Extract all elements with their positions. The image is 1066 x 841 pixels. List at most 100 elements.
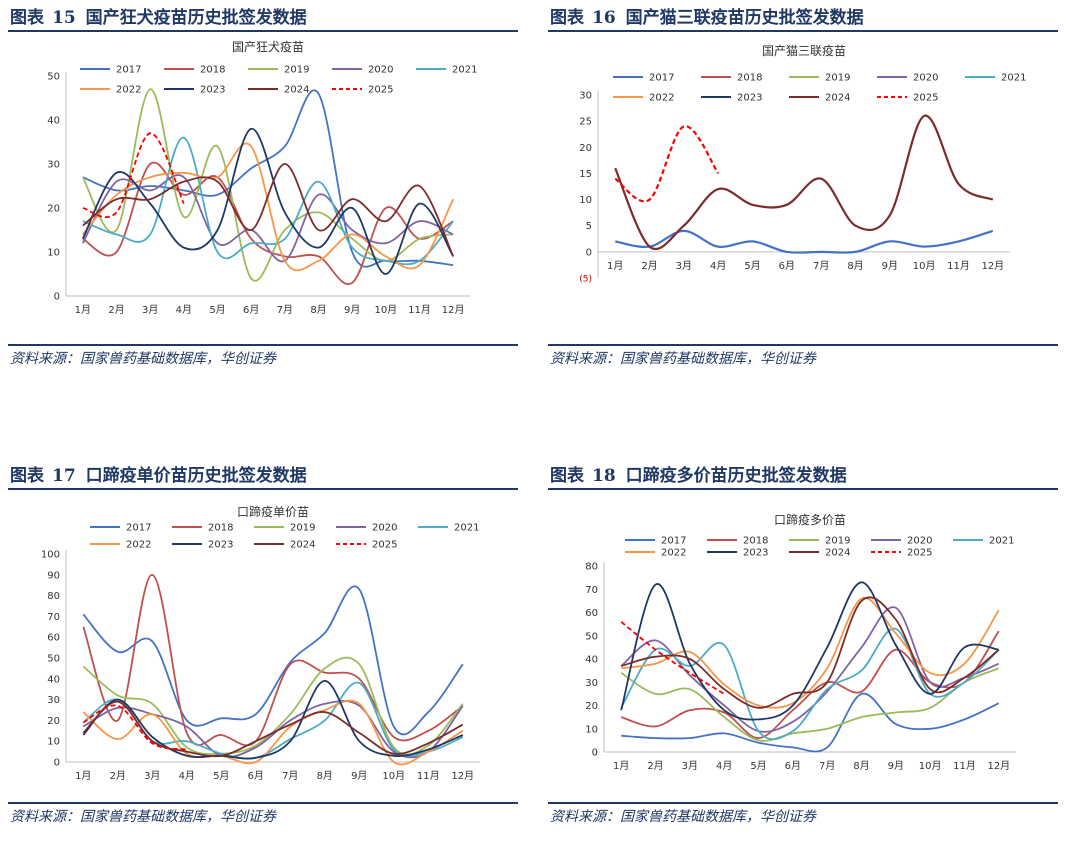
series-line-2017	[82, 585, 464, 736]
x-tick-label: 12月	[442, 304, 465, 316]
y-tick-label: 20	[585, 701, 598, 712]
legend-item-2024: 2024	[248, 85, 309, 96]
x-tick-label: 3月	[682, 760, 698, 772]
y-tick-label: 20	[47, 204, 60, 215]
series-line-2024	[82, 700, 464, 758]
y-tick-label: 30	[47, 160, 60, 171]
legend-label: 2023	[743, 548, 768, 559]
x-tick-label: 5月	[213, 770, 229, 782]
series-line-2023	[81, 127, 454, 275]
y-tick-label: 40	[47, 116, 60, 127]
x-tick-label: 11月	[947, 260, 970, 272]
legend-item-2025: 2025	[877, 93, 938, 104]
series-line-2024	[82, 163, 455, 257]
chart-title: 口蹄疫多价苗	[774, 512, 846, 527]
legend-item-2019: 2019	[789, 73, 850, 84]
legend-item-2020: 2020	[877, 73, 938, 84]
x-tick-label: 5月	[209, 304, 225, 316]
legend-item-2018: 2018	[701, 73, 762, 84]
legend-item-2025: 2025	[336, 540, 397, 551]
legend-item-2018: 2018	[164, 65, 225, 76]
x-tick-label: 4月	[176, 304, 192, 316]
legend-label: 2018	[743, 536, 768, 547]
x-tick-label: 11月	[953, 760, 976, 772]
legend-item-2024: 2024	[254, 540, 315, 551]
y-tick-label: 40	[585, 655, 598, 666]
series-line-2018	[620, 630, 1000, 740]
figure-heading: 图表 16 国产猫三联疫苗历史批签发数据	[548, 6, 1058, 32]
x-tick-label: 8月	[847, 260, 863, 272]
figure-17-panel: 图表 17 口蹄疫单价苗历史批签发数据 口蹄疫单价苗 0 10 20 30 40 50 60 70 8…	[8, 464, 518, 830]
x-tick-label: 7月	[277, 304, 293, 316]
y-tick-label: 10	[47, 248, 60, 259]
legend-item-2019: 2019	[248, 65, 309, 76]
figure-title: 口蹄疫多价苗历史批签发数据	[625, 466, 847, 486]
figure-heading: 图表 17 口蹄疫单价苗历史批签发数据	[8, 464, 518, 490]
figure-heading: 图表 15 国产狂犬疫苗历史批签发数据	[8, 6, 518, 32]
legend-label: 2023	[200, 85, 225, 96]
y-tick-label: 50	[47, 654, 60, 665]
x-tick-label: 1月	[607, 260, 623, 272]
legend-label: 2021	[989, 536, 1014, 547]
series-line-2021	[82, 136, 454, 266]
legend-label: 2021	[454, 523, 479, 534]
legend-item-2018: 2018	[707, 536, 768, 547]
figure-number: 15	[52, 8, 76, 28]
figure-18-panel: 图表 18 口蹄疫多价苗历史批签发数据 口蹄疫多价苗 0 10 20 30 40 50 60 70 8…	[548, 464, 1058, 830]
x-tick-label: 9月	[882, 260, 898, 272]
x-tick-label: 9月	[344, 304, 360, 316]
figure-source: 资料来源：国家兽药基础数据库，华创证券	[8, 802, 518, 830]
y-tick-label: 0	[592, 748, 598, 759]
legend-label: 2017	[649, 73, 674, 84]
y-tick-label: 10	[47, 737, 60, 748]
y-tick-label: 80	[585, 562, 598, 573]
legend-label: 2019	[825, 536, 850, 547]
series-line-2023	[82, 679, 464, 760]
legend-label: 2025	[372, 540, 397, 551]
series-line-2025	[620, 621, 725, 695]
x-tick-label: 8月	[853, 760, 869, 772]
x-tick-label: 10月	[374, 304, 397, 316]
y-tick-label: 30	[47, 695, 60, 706]
y-tick-label: 40	[47, 674, 60, 685]
x-tick-label: 1月	[613, 760, 629, 772]
series-line-2024	[614, 114, 994, 250]
legend-item-2017: 2017	[625, 536, 686, 547]
x-tick-label: 9月	[351, 770, 367, 782]
series-line-2019	[620, 667, 1000, 742]
y-tick-label: 70	[47, 612, 60, 623]
legend-label: 2024	[825, 548, 850, 559]
x-tick-label: 4月	[710, 260, 726, 272]
x-tick-label: 10月	[913, 260, 936, 272]
legend-item-2025: 2025	[871, 548, 932, 559]
y-tick-label: 80	[47, 591, 60, 602]
legend-item-2023: 2023	[701, 93, 762, 104]
y-tick-label: 50	[585, 631, 598, 642]
legend-label: 2018	[737, 73, 762, 84]
x-tick-label: 6月	[779, 260, 795, 272]
legend-item-2023: 2023	[172, 540, 233, 551]
figure-number: 16	[592, 8, 616, 28]
x-tick-label: 4月	[179, 770, 195, 782]
y-tick-label: 10	[579, 195, 592, 206]
y-tick-label: 25	[579, 117, 592, 128]
legend-label: 2020	[368, 65, 393, 76]
series-line-2022	[82, 699, 464, 766]
legend-item-2023: 2023	[707, 548, 768, 559]
x-tick-label: 11月	[417, 770, 440, 782]
figure-number: 17	[52, 466, 76, 486]
series-line-2019	[82, 656, 464, 756]
legend-item-2025: 2025	[332, 85, 393, 96]
legend-item-2022: 2022	[90, 540, 151, 551]
legend-label: 2022	[661, 548, 686, 559]
legend-label: 2018	[200, 65, 225, 76]
series-line-2020	[82, 174, 454, 263]
legend-label: 2022	[116, 85, 141, 96]
legend-label: 2025	[368, 85, 393, 96]
figure-label: 图表	[10, 466, 44, 486]
legend-label: 2024	[290, 540, 315, 551]
legend-label: 2022	[126, 540, 151, 551]
figure-title: 国产狂犬疫苗历史批签发数据	[85, 8, 307, 28]
x-tick-label: 2月	[647, 760, 663, 772]
